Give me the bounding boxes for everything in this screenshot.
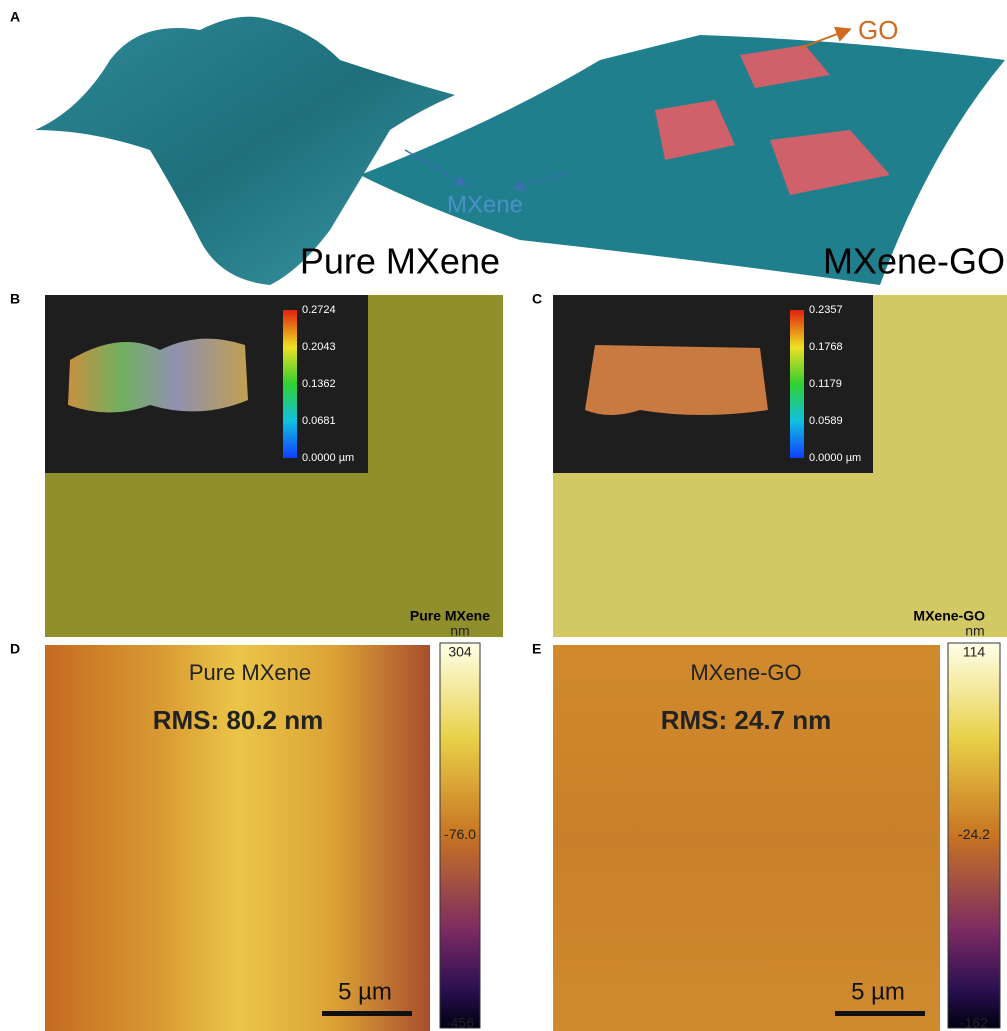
caption: MXene-GO (823, 241, 1005, 282)
colorbar (283, 310, 297, 458)
scale-bar-label: 5 µm (338, 978, 392, 1005)
panel-label: D (10, 641, 20, 657)
colorbar-label: 114 (963, 644, 986, 660)
colorbar-label: -162 (960, 1015, 988, 1031)
colorbar (790, 310, 804, 458)
colorbar-label: 304 (448, 644, 472, 660)
figure: A GO MXene Pure MXene MXene-GO B Pure MX… (0, 0, 1007, 1031)
afm-image (553, 645, 940, 1031)
colorbar-label: -456 (446, 1015, 474, 1031)
colorbar-label: 0.0681 (302, 415, 336, 427)
colorbar-label: 0.2724 (302, 304, 336, 316)
scale-bar (322, 1011, 412, 1016)
colorbar-label: 0.1179 (809, 378, 842, 390)
caption: MXene-GO (913, 608, 985, 624)
scale-bar (835, 1011, 925, 1016)
colorbar-label: -24.2 (958, 826, 990, 842)
colorbar-label: 0.2357 (809, 304, 843, 316)
mxene-label: MXene (447, 191, 523, 218)
surface-3d (585, 345, 768, 415)
colorbar-unit: nm (965, 623, 984, 639)
panel-label: C (532, 291, 542, 307)
colorbar-label: 0.0000 µm (302, 452, 354, 464)
panel-label: A (10, 9, 20, 25)
caption: Pure MXene (300, 241, 500, 282)
colorbar-unit: nm (450, 623, 469, 639)
go-label: GO (858, 15, 898, 45)
colorbar-label: 0.2043 (302, 341, 336, 353)
colorbar-label: -76.0 (444, 826, 476, 842)
scale-bar-label: 5 µm (851, 978, 905, 1005)
colorbar-label: 0.0000 µm (809, 452, 861, 464)
rms: RMS: 24.7 nm (661, 705, 832, 735)
afm-title: MXene-GO (690, 660, 801, 685)
panel-label: B (10, 291, 20, 307)
afm-image (45, 645, 430, 1031)
caption: Pure MXene (410, 608, 490, 624)
afm-title: Pure MXene (189, 660, 311, 685)
rms: RMS: 80.2 nm (153, 705, 324, 735)
panel-label: E (532, 641, 541, 657)
page: A GO MXene Pure MXene MXene-GO B Pure MX… (0, 0, 1007, 1031)
colorbar-label: 0.1768 (809, 341, 843, 353)
surface-3d (68, 339, 248, 413)
colorbar-label: 0.0589 (809, 415, 843, 427)
colorbar-label: 0.1362 (302, 378, 336, 390)
